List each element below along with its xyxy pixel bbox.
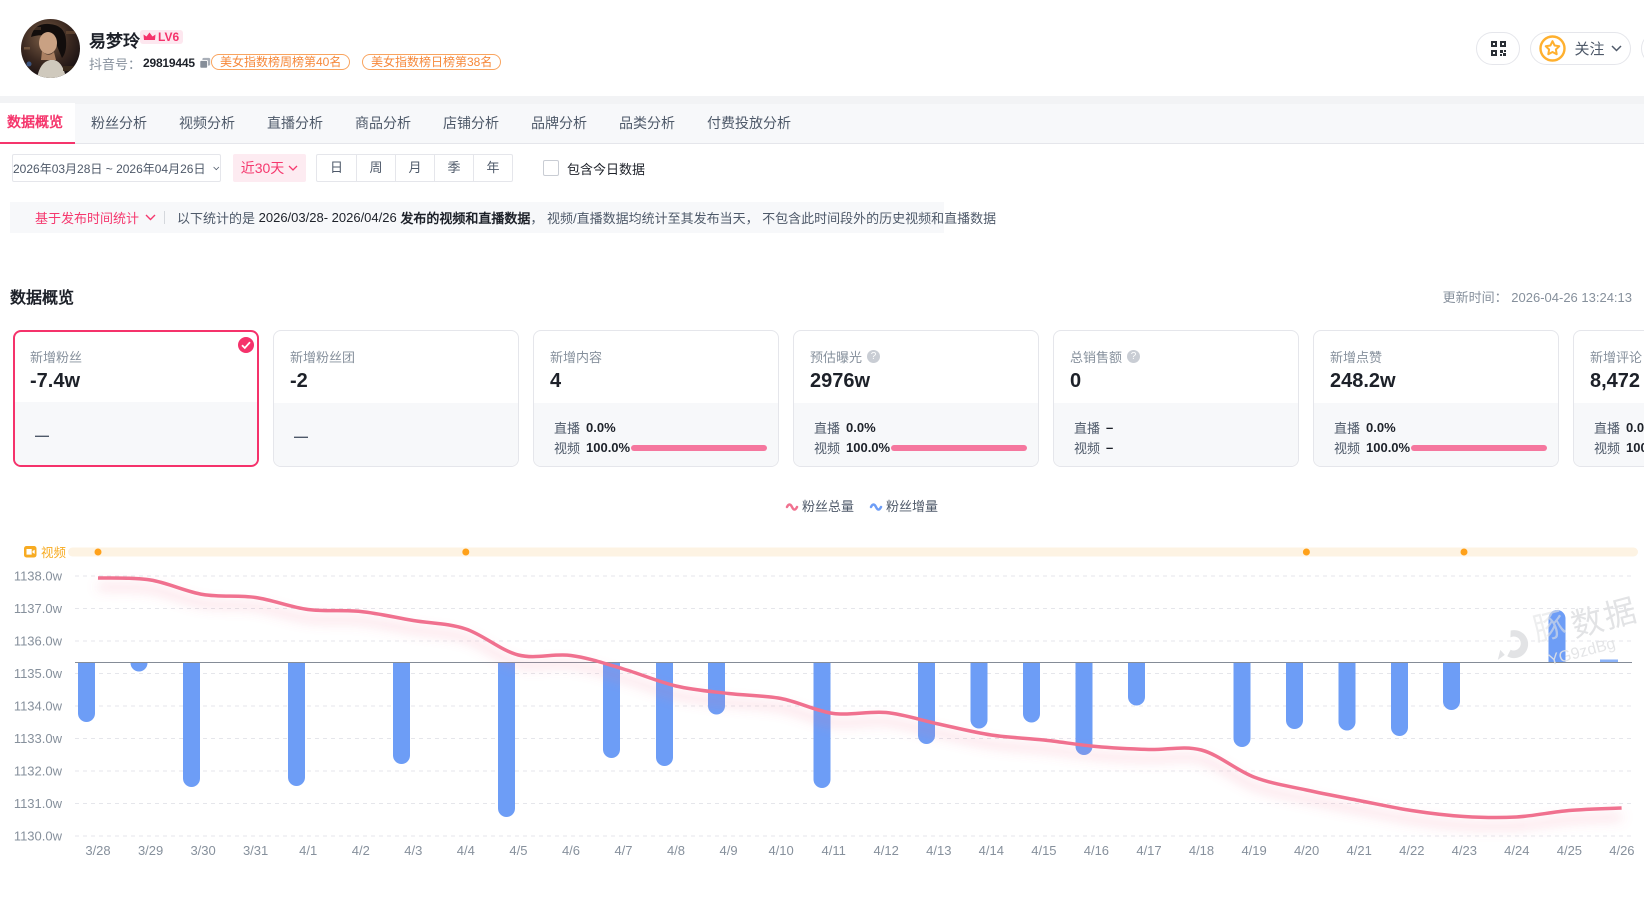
svg-text:4/9: 4/9 (720, 843, 738, 858)
svg-text:1137.0w: 1137.0w (14, 601, 63, 616)
svg-text:4/25: 4/25 (1557, 843, 1582, 858)
svg-text:4/22: 4/22 (1399, 843, 1424, 858)
svg-text:YG9zdBg: YG9zdBg (1547, 635, 1618, 669)
svg-text:4/7: 4/7 (614, 843, 632, 858)
svg-text:4/6: 4/6 (562, 843, 580, 858)
svg-text:4/26: 4/26 (1609, 843, 1634, 858)
svg-text:视频: 视频 (41, 545, 67, 560)
svg-text:4/21: 4/21 (1347, 843, 1372, 858)
svg-text:3/28: 3/28 (85, 843, 110, 858)
svg-text:1130.0w: 1130.0w (14, 829, 63, 844)
svg-text:4/2: 4/2 (352, 843, 370, 858)
svg-text:4/14: 4/14 (979, 843, 1004, 858)
svg-text:4/18: 4/18 (1189, 843, 1214, 858)
svg-text:4/8: 4/8 (667, 843, 685, 858)
svg-text:4/16: 4/16 (1084, 843, 1109, 858)
svg-text:粉丝增量: 粉丝增量 (886, 499, 938, 514)
svg-text:1138.0w: 1138.0w (14, 569, 63, 584)
svg-text:3/29: 3/29 (138, 843, 163, 858)
svg-text:4/1: 4/1 (299, 843, 317, 858)
svg-text:1135.0w: 1135.0w (14, 666, 63, 681)
svg-text:粉丝总量: 粉丝总量 (802, 499, 854, 514)
svg-text:4/15: 4/15 (1031, 843, 1056, 858)
svg-text:3/30: 3/30 (190, 843, 215, 858)
svg-text:1132.0w: 1132.0w (14, 764, 63, 779)
svg-text:4/11: 4/11 (822, 843, 846, 858)
svg-text:豚: 豚 (1529, 605, 1570, 648)
svg-text:4/12: 4/12 (874, 843, 899, 858)
svg-text:数据: 数据 (1567, 592, 1642, 644)
svg-text:4/23: 4/23 (1452, 843, 1477, 858)
svg-text:4/10: 4/10 (768, 843, 793, 858)
svg-text:4/4: 4/4 (457, 843, 475, 858)
svg-text:1136.0w: 1136.0w (14, 634, 63, 649)
svg-text:4/24: 4/24 (1504, 843, 1529, 858)
svg-text:4/19: 4/19 (1241, 843, 1266, 858)
svg-text:3/31: 3/31 (243, 843, 268, 858)
svg-text:4/5: 4/5 (509, 843, 527, 858)
svg-text:4/17: 4/17 (1136, 843, 1161, 858)
svg-text:4/3: 4/3 (404, 843, 422, 858)
svg-text:4/20: 4/20 (1294, 843, 1319, 858)
svg-text:4/13: 4/13 (926, 843, 951, 858)
svg-text:1131.0w: 1131.0w (14, 796, 63, 811)
svg-text:1134.0w: 1134.0w (14, 699, 63, 714)
svg-text:1133.0w: 1133.0w (14, 731, 63, 746)
